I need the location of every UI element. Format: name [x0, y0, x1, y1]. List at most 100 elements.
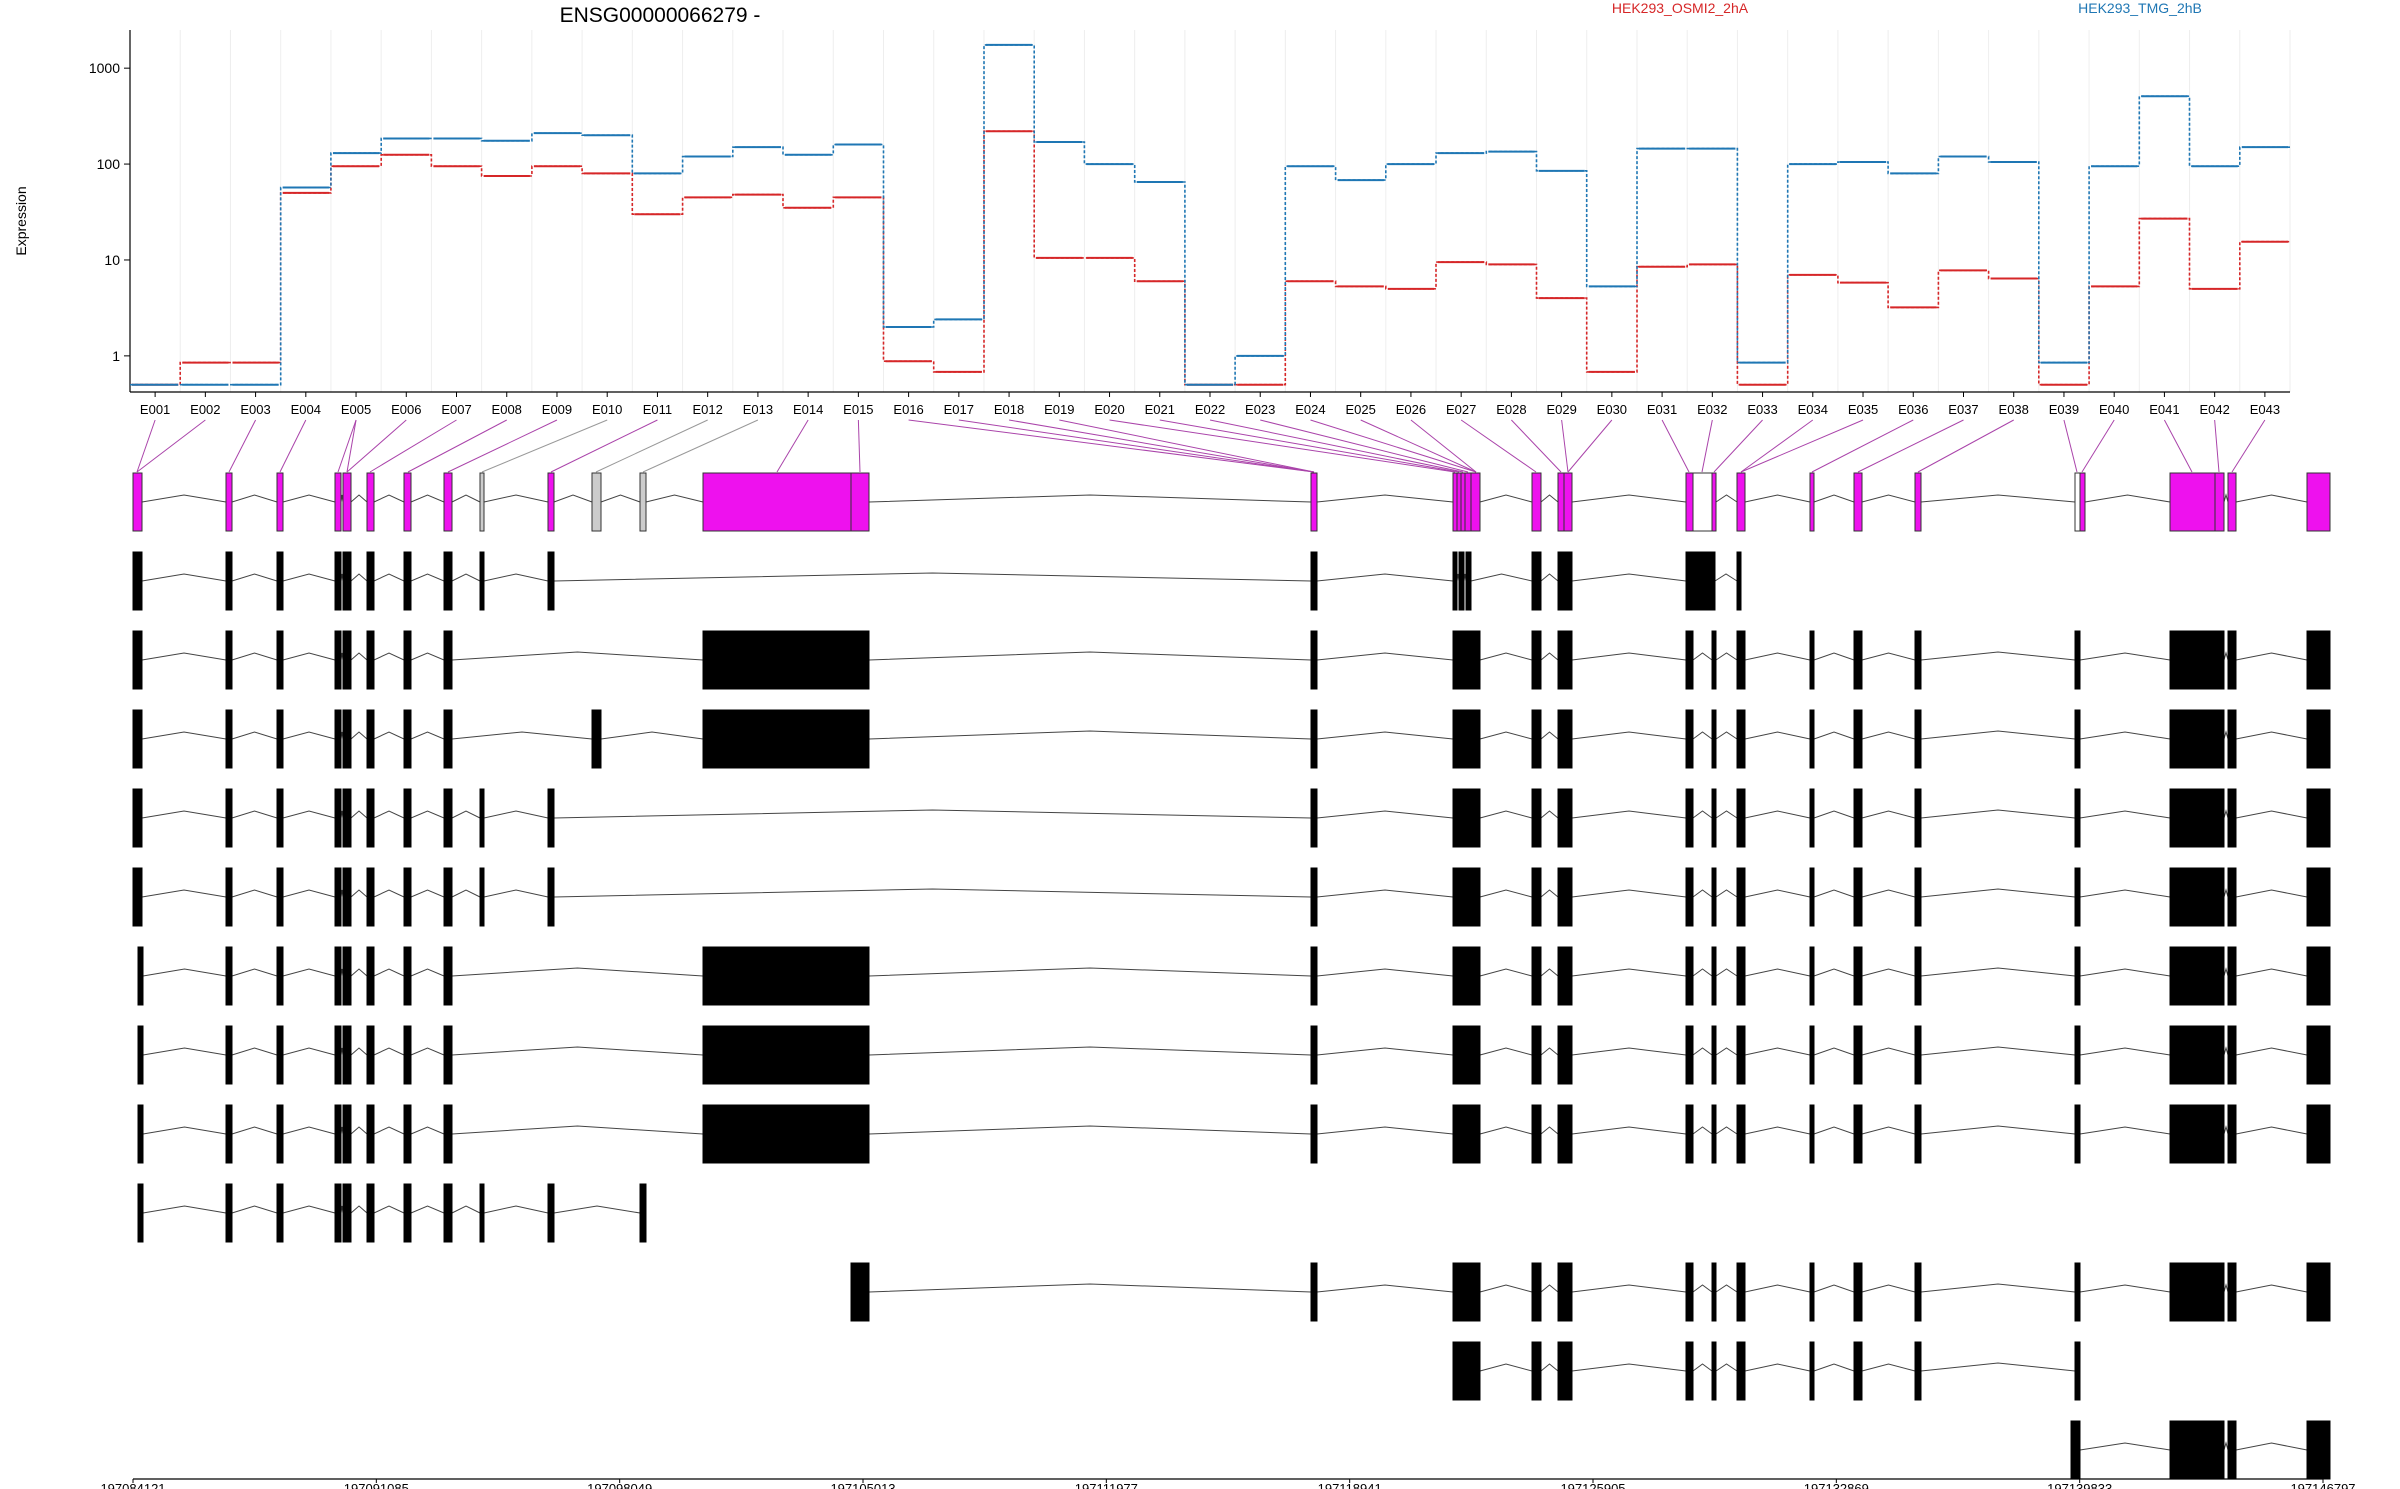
intron-line — [451, 731, 593, 740]
x-tick-label: E005 — [341, 402, 371, 417]
exon-bin — [591, 472, 602, 532]
plot-area: 1 10 100 1000 E001 E002 E003 E004 E005 E006 E007 E0… — [89, 30, 2291, 417]
intron-line — [2235, 494, 2308, 503]
exon-block — [1711, 630, 1717, 690]
exon-block — [1563, 1025, 1573, 1085]
intron-line — [1692, 968, 1713, 977]
x-tick-label: E025 — [1346, 402, 1376, 417]
exon-block — [1452, 1025, 1458, 1085]
exon-block — [1470, 630, 1481, 690]
exon-block — [1557, 709, 1565, 769]
exon-block — [1853, 946, 1863, 1006]
exon-block — [334, 1104, 342, 1164]
exon-block — [2306, 946, 2331, 1006]
exon-block — [547, 788, 555, 848]
exon-block — [342, 788, 352, 848]
intron-line — [1692, 1363, 1713, 1372]
intron-line — [2079, 1284, 2171, 1293]
exon-block — [1685, 788, 1694, 848]
intron-line — [1715, 1363, 1738, 1372]
exon-connector — [1460, 419, 1537, 473]
exon-block — [1809, 946, 1815, 1006]
x-tick-label: E009 — [542, 402, 572, 417]
intron-line — [350, 810, 368, 819]
exon-block — [1470, 867, 1481, 927]
exon-block — [1456, 1341, 1466, 1401]
intron-line — [1479, 1363, 1533, 1372]
x-tick-label: E035 — [1848, 402, 1878, 417]
x-tick-label: E006 — [391, 402, 421, 417]
exon-block — [1456, 1262, 1466, 1322]
intron-line — [1744, 810, 1811, 819]
exon-block — [2227, 709, 2237, 769]
exon-block — [2169, 788, 2225, 848]
exon-bin — [1310, 472, 1318, 532]
exon-block — [1711, 1104, 1717, 1164]
coordinate-tick-label: 197139833 — [2047, 1481, 2112, 1489]
intron-line — [2079, 731, 2171, 740]
exon-connector — [595, 419, 708, 473]
exon-block — [1557, 630, 1565, 690]
exon-block — [1310, 709, 1318, 769]
intron-line — [868, 967, 1312, 977]
x-tick-label: E011 — [643, 402, 672, 417]
exon-block — [1914, 867, 1922, 927]
intron-line — [373, 968, 405, 977]
exon-connector — [642, 419, 759, 473]
exon-block — [1464, 1341, 1472, 1401]
intron-line — [451, 810, 481, 819]
exon-block — [443, 1025, 453, 1085]
intron-line — [231, 1126, 278, 1135]
exon-block — [1310, 1104, 1318, 1164]
x-tick-label: E004 — [291, 402, 321, 417]
exon-block — [137, 1025, 144, 1085]
exon-block — [342, 946, 352, 1006]
x-tick-label: E012 — [692, 402, 722, 417]
intron-line — [1715, 652, 1738, 661]
exon-block — [366, 1183, 375, 1243]
exon-bin — [1736, 472, 1746, 532]
exon-block — [1914, 1262, 1922, 1322]
exon-block — [1685, 946, 1694, 1006]
exon-block — [276, 946, 284, 1006]
intron-line — [231, 968, 278, 977]
coordinate-tick-label: 197132869 — [1804, 1481, 1869, 1489]
exon-block — [1736, 1262, 1746, 1322]
exon-block — [2227, 1262, 2237, 1322]
intron-line — [1540, 494, 1559, 503]
x-tick-label: E031 — [1647, 402, 1677, 417]
exon-block — [702, 630, 870, 690]
intron-line — [868, 494, 1312, 503]
exon-connector — [1661, 419, 1690, 473]
exon-block — [1736, 946, 1746, 1006]
exon-block — [1531, 630, 1542, 690]
exon-block — [1914, 630, 1922, 690]
exon-connector — [2163, 419, 2193, 473]
intron-line — [1813, 494, 1855, 503]
exon-block — [2074, 1104, 2081, 1164]
intron-line — [451, 967, 704, 977]
exon-block — [132, 788, 143, 848]
exon-block — [225, 867, 233, 927]
intron-line — [2079, 1126, 2171, 1135]
exon-bin — [225, 472, 233, 532]
intron-line — [2223, 1125, 2229, 1135]
exon-connector — [1109, 419, 1456, 473]
intron-line — [2223, 1441, 2229, 1451]
intron-line — [2223, 493, 2229, 503]
exon-block — [276, 1104, 284, 1164]
transcript-12 — [2070, 1420, 2331, 1480]
exon-connector — [1917, 419, 2014, 473]
intron-line — [141, 573, 227, 582]
intron-line — [1920, 967, 2076, 977]
exon-block — [1452, 1341, 1458, 1401]
exon-block — [1853, 1025, 1863, 1085]
intron-line — [231, 889, 278, 898]
exon-block — [225, 551, 233, 611]
exon-block — [342, 1183, 352, 1243]
exon-block — [1809, 788, 1815, 848]
exon-block — [1531, 867, 1542, 927]
exon-block — [1310, 1262, 1318, 1322]
exon-bin — [1456, 472, 1462, 532]
intron-line — [553, 494, 593, 503]
